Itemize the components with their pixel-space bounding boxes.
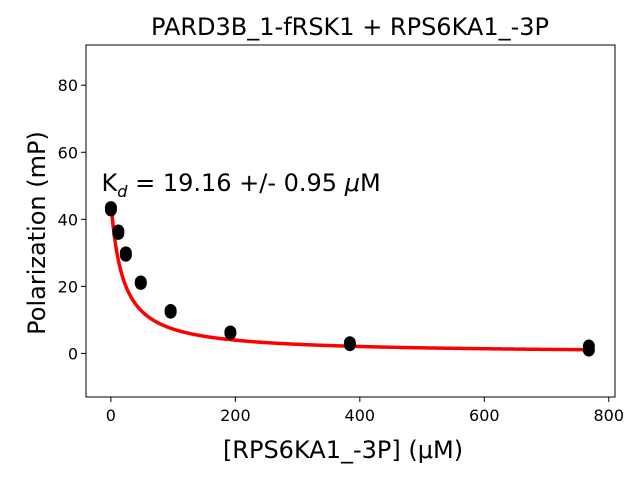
axis-ticks: 0 200 400 600 800 0 20 40 60 80 — [58, 76, 624, 425]
data-point — [119, 248, 132, 262]
kd-annotation-unit: M — [360, 169, 381, 197]
data-points-layer — [104, 201, 595, 357]
kd-annotation-k: K — [102, 169, 119, 197]
chart-title: PARD3B_1-fRSK1 + RPS6KA1_-3P — [151, 13, 549, 41]
x-tick-label: 600 — [469, 406, 500, 425]
x-tick-label: 0 — [106, 406, 116, 425]
y-tick-label: 80 — [58, 76, 78, 95]
kd-annotation: Kd = 19.16 +/- 0.95 μM — [102, 169, 381, 201]
y-tick-label: 60 — [58, 143, 78, 162]
y-tick-label: 20 — [58, 277, 78, 296]
data-point — [134, 276, 147, 290]
data-point — [112, 226, 125, 240]
x-tick-label: 400 — [345, 406, 376, 425]
y-tick-label: 40 — [58, 210, 78, 229]
y-tick-label: 0 — [68, 344, 78, 363]
fit-curve — [109, 201, 590, 352]
y-axis-label: Polarization (mP) — [23, 131, 51, 335]
x-tick-label: 200 — [220, 406, 251, 425]
kd-annotation-subscript: d — [117, 182, 128, 201]
data-point — [164, 305, 177, 319]
kd-annotation-mu: μ — [344, 169, 360, 197]
data-point — [582, 343, 595, 357]
plot-area-frame — [85, 44, 616, 398]
data-point — [224, 326, 237, 340]
data-point — [104, 203, 117, 217]
kd-annotation-value: = 19.16 +/- 0.95 — [127, 169, 344, 197]
x-tick-label: 800 — [594, 406, 625, 425]
data-point — [343, 338, 356, 352]
x-axis-label: [RPS6KA1_-3P] (μM) — [223, 436, 463, 464]
fit-curve-layer — [109, 201, 590, 352]
